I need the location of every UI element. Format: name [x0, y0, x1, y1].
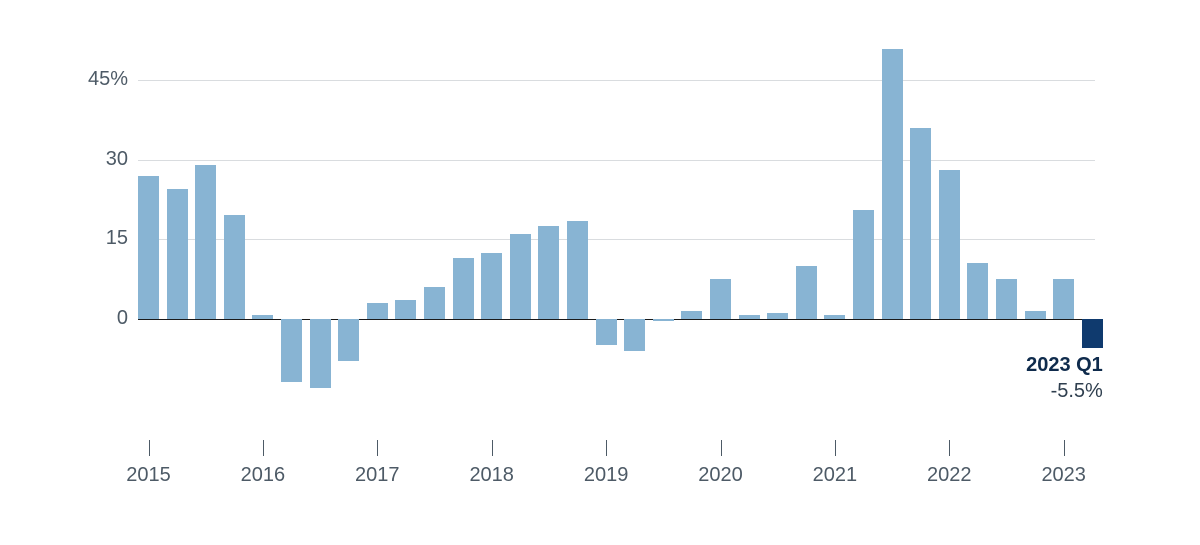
bar [824, 315, 845, 319]
bar [453, 258, 474, 319]
bar [796, 266, 817, 319]
bar [910, 128, 931, 319]
x-tick [835, 440, 836, 456]
bar [424, 287, 445, 319]
bar [567, 221, 588, 319]
bar [653, 319, 674, 322]
bar [710, 279, 731, 319]
bar [367, 303, 388, 319]
x-tick [721, 440, 722, 456]
bar [167, 189, 188, 319]
bar [853, 210, 874, 319]
bar [252, 315, 273, 319]
bar [1025, 311, 1046, 319]
annotation-title: 2023 Q1 [1026, 354, 1103, 377]
x-axis-label: 2021 [813, 464, 858, 487]
bar [882, 49, 903, 319]
x-axis-label: 2016 [241, 464, 286, 487]
x-tick [1064, 440, 1065, 456]
x-axis-label: 2018 [469, 464, 514, 487]
x-tick [377, 440, 378, 456]
bar [310, 319, 331, 388]
bar [967, 263, 988, 319]
x-tick [263, 440, 264, 456]
bar [224, 215, 245, 318]
bar [195, 165, 216, 319]
x-axis-label: 2015 [126, 464, 171, 487]
bar [338, 319, 359, 361]
bar [1053, 279, 1074, 319]
bar [596, 319, 617, 345]
y-axis-label: 30 [106, 148, 128, 171]
bar [1082, 319, 1103, 348]
y-axis-label: 45% [88, 68, 128, 91]
bar [538, 226, 559, 319]
x-tick [149, 440, 150, 456]
x-axis-label: 2019 [584, 464, 629, 487]
bar [281, 319, 302, 383]
bar [739, 315, 760, 319]
bar [138, 176, 159, 319]
gridline [138, 160, 1095, 161]
bar [681, 311, 702, 319]
bar-chart: 0 15 30 45% 2015 2016 2017 2018 2019 2020 2021 2022… [0, 0, 1200, 545]
x-tick [606, 440, 607, 456]
bar [510, 234, 531, 319]
x-axis-label: 2020 [698, 464, 743, 487]
gridline [138, 80, 1095, 81]
bar [624, 319, 645, 351]
y-axis-label: 15 [106, 227, 128, 250]
bar [481, 253, 502, 319]
x-tick [949, 440, 950, 456]
bar [939, 170, 960, 318]
bar [996, 279, 1017, 319]
x-tick [492, 440, 493, 456]
x-axis-label: 2023 [1041, 464, 1086, 487]
annotation-value: -5.5% [1051, 380, 1103, 403]
bar [767, 313, 788, 318]
y-axis-label: 0 [117, 307, 128, 330]
bar [395, 300, 416, 319]
x-axis-label: 2022 [927, 464, 972, 487]
x-axis-label: 2017 [355, 464, 400, 487]
